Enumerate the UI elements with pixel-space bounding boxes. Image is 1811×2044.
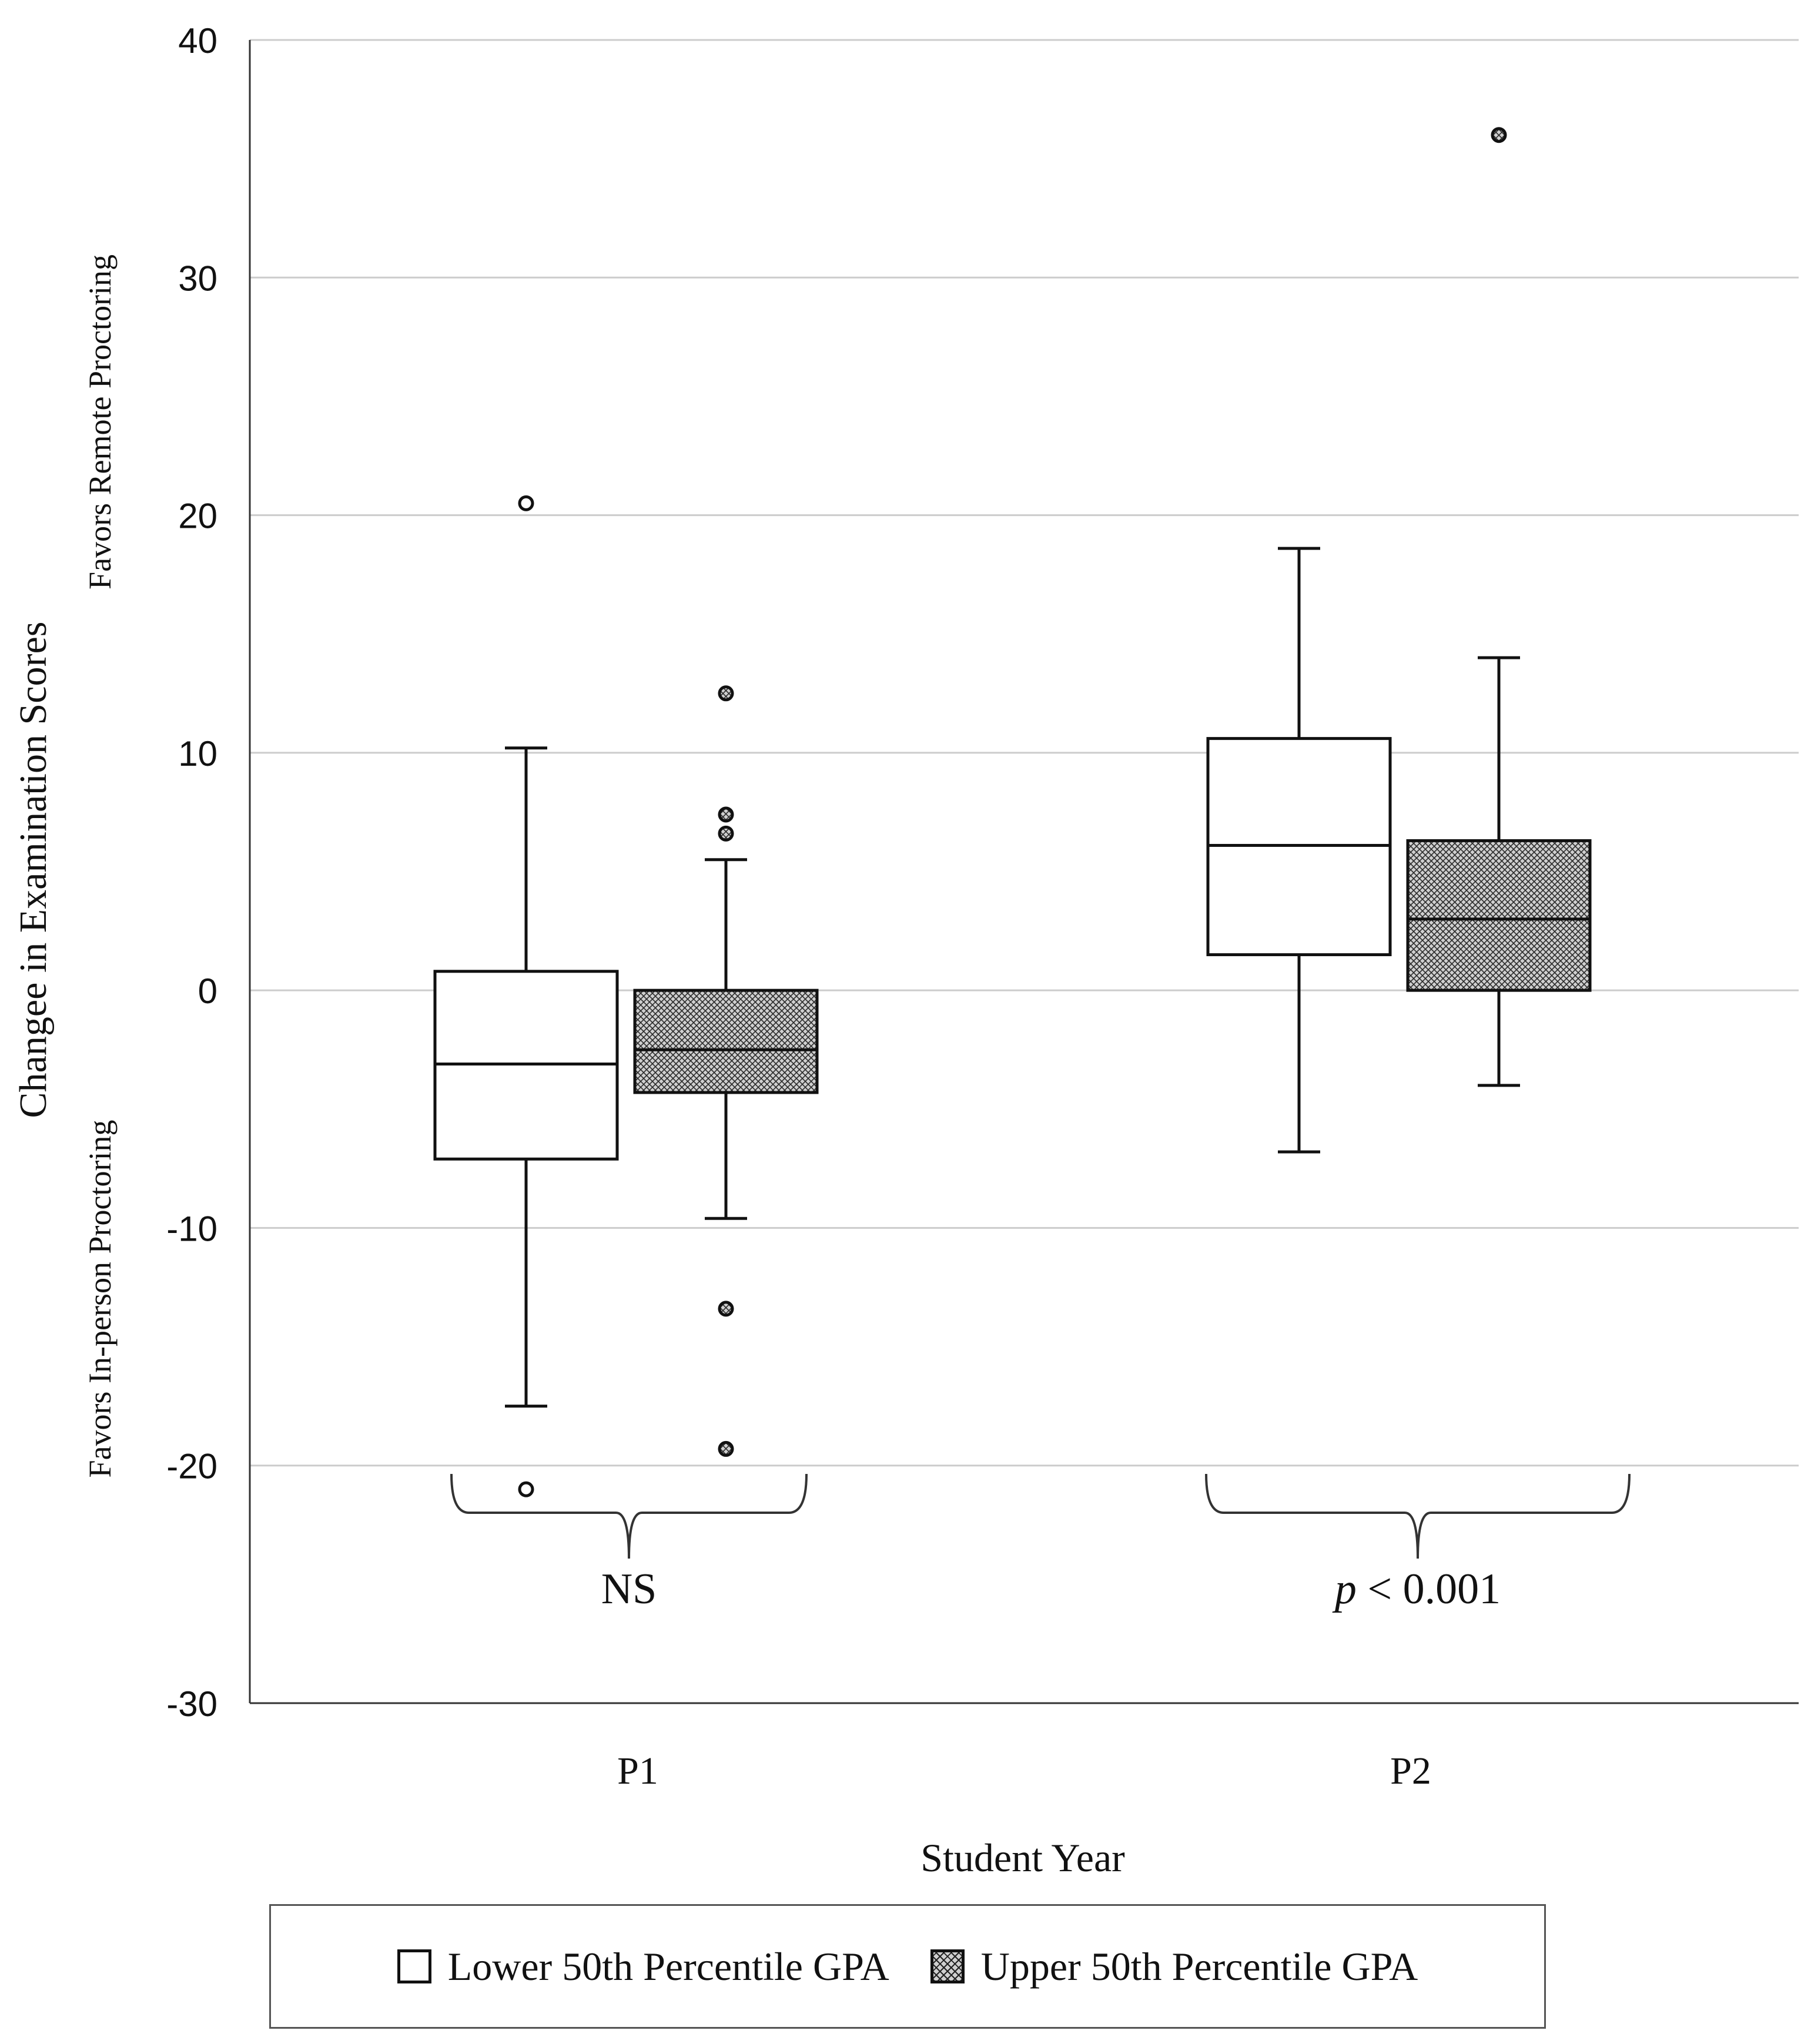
outlier-point	[718, 806, 734, 823]
iqr-box	[1406, 839, 1592, 992]
x-axis-label: Student Year	[920, 1835, 1125, 1880]
x-tick-label: P2	[1390, 1750, 1431, 1792]
y-tick-label: -30	[166, 1684, 217, 1724]
gridlines	[250, 39, 1799, 1467]
significance-annotations: NS p < 0.001	[450, 1473, 1631, 1613]
outlier-point	[1491, 127, 1507, 143]
y-tick-labels: 40 30 20 10 0 -10 -20 -30 P1 P2	[166, 21, 1431, 1792]
legend-label-upper: Upper 50th Percentile GPA	[980, 1944, 1418, 1989]
significance-label: p < 0.001	[1332, 1565, 1501, 1613]
significance-brace	[450, 1473, 808, 1559]
outlier-point	[718, 1440, 734, 1457]
y-tick-label: 20	[178, 497, 217, 536]
legend-item-lower: Lower 50th Percentile GPA	[397, 1944, 889, 1990]
outlier-point	[718, 825, 734, 842]
axis-labels: Changee in Examination Scores Favors Rem…	[12, 254, 1125, 1880]
outlier-point	[518, 495, 534, 511]
y-tick-label: -10	[166, 1209, 217, 1248]
iqr-box	[633, 989, 819, 1094]
y-tick-label: 40	[178, 21, 217, 61]
outlier-point	[718, 1301, 734, 1317]
outlier-point	[718, 685, 734, 702]
y-tick-label: 10	[178, 734, 217, 773]
y-tick-label: 0	[198, 971, 217, 1011]
y-tick-label: -20	[166, 1447, 217, 1486]
legend: Lower 50th Percentile GPA Upper 50th Per…	[269, 1904, 1546, 2029]
y-axis-label-top: Favors Remote Proctoring	[82, 254, 118, 589]
legend-item-upper: Upper 50th Percentile GPA	[930, 1944, 1418, 1990]
x-tick-label: P1	[617, 1750, 658, 1792]
boxes	[433, 127, 1592, 1497]
y-axis-label-bottom: Favors In-person Proctoring	[82, 1120, 118, 1478]
legend-swatch-upper	[930, 1949, 965, 1983]
legend-label-lower: Lower 50th Percentile GPA	[447, 1944, 889, 1989]
significance-label: NS	[601, 1565, 657, 1613]
outlier-point	[518, 1481, 534, 1497]
significance-brace	[1205, 1473, 1631, 1559]
legend-swatch-lower	[397, 1949, 431, 1983]
y-tick-label: 30	[178, 259, 217, 298]
axes	[249, 40, 1799, 1704]
y-axis-label: Changee in Examination Scores	[12, 622, 55, 1118]
